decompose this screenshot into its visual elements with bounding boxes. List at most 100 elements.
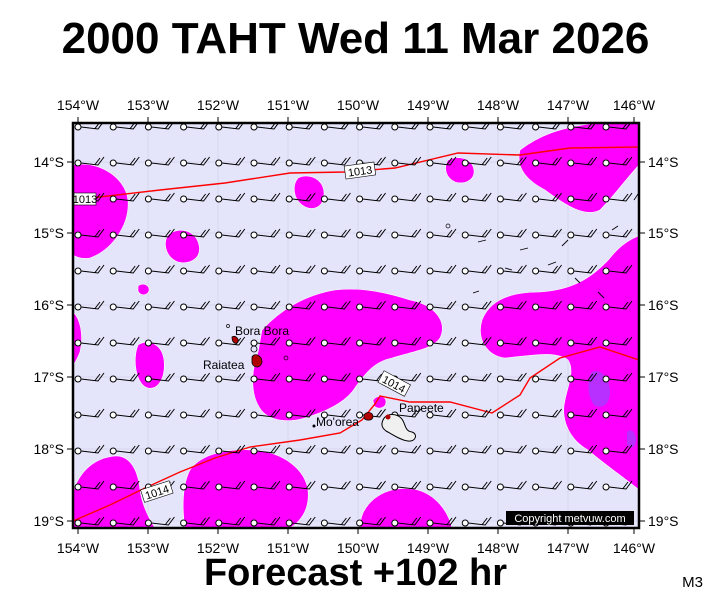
wind-barb [320,156,351,167]
wind-barb [461,372,492,383]
wind-barb [602,264,633,275]
lon-label: 146°W [613,97,656,113]
lon-label: 147°W [547,540,590,556]
place-labels: Bora Bora Raiatea Mo'orea Papeete [203,324,444,429]
papeete-marker [385,414,391,420]
wind-barb [180,372,210,383]
lon-label: 148°W [477,97,520,113]
wind-barb [567,300,598,311]
lon-label: 147°W [547,97,590,113]
wind-barb [250,480,281,491]
wind-barb [567,192,598,203]
isobar-label: 1013 [347,164,373,179]
wind-barb [320,228,351,239]
wind-barb [532,300,562,311]
wind-barb [602,444,633,455]
lon-label: 151°W [267,540,310,556]
wind-barb [461,480,492,491]
map-title: 2000 TAHT Wed 11 Mar 2026 [61,14,650,63]
wind-barb [144,444,175,455]
wind-barb [320,336,351,347]
rain-heavy-area-2 [627,430,636,448]
lat-label: 19°S [648,513,679,529]
copyright-text: Copyright metvuw.com [514,513,625,525]
forecast-label: Forecast +102 hr [203,552,508,594]
wind-barb [250,192,281,203]
wind-barb [285,444,316,455]
wind-barb [285,228,316,239]
wind-barb [144,228,175,239]
wind-barb [356,192,386,203]
wind-barb [320,300,351,311]
place-bora-bora: Bora Bora [235,324,289,338]
wind-barb [109,228,140,239]
wind-barb [109,444,140,455]
lon-label: 150°W [337,97,380,113]
lat-label: 14°S [33,154,64,170]
lon-label: 149°W [407,97,450,113]
wind-barb [320,408,351,419]
wind-barb [320,516,351,527]
wind-barb [356,336,386,347]
wind-barb [602,228,633,239]
wind-barb [496,192,527,203]
wind-barb [109,480,140,491]
wind-barb [285,516,316,527]
place-raiatea: Raiatea [203,358,245,372]
wind-barb [532,228,562,239]
wind-barb [285,192,316,203]
wind-barb [109,264,140,275]
wind-barb [567,336,598,347]
island-small-1 [283,355,289,361]
rain-area-5 [135,341,165,389]
wind-barb [426,372,457,383]
wind-barb [356,516,386,527]
wind-barb [532,444,562,455]
wind-barb [391,264,422,275]
wind-barb [180,336,210,347]
wind-barb [602,156,633,167]
place-papeete: Papeete [399,401,444,415]
wind-barb [461,516,492,527]
wind-barb [391,336,422,347]
wind-barb [215,444,246,455]
lon-label: 150°W [337,540,380,556]
wind-barb [567,264,598,275]
lon-label: 154°W [57,540,100,556]
wind-barb [215,192,246,203]
wind-barb [426,444,457,455]
copyright-box [506,511,634,525]
wind-barb [320,480,351,491]
wind-barb [602,192,633,203]
island-small-3 [445,223,451,229]
wind-barb [426,156,457,167]
lon-label: 149°W [407,540,450,556]
wind-barb [250,264,281,275]
rain-area-papeete [372,396,387,409]
wind-barb [496,228,527,239]
wind-barb [391,300,422,311]
wind-barb [532,408,562,419]
wind-barb [74,156,105,167]
lat-label: 19°S [33,513,64,529]
wind-barb [496,408,527,419]
wind-barb [109,408,140,419]
lon-label: 152°W [197,97,240,113]
lon-label: 148°W [477,540,520,556]
lat-label: 18°S [33,441,64,457]
wind-barb [250,300,281,311]
wind-barb [567,408,598,419]
wind-barb [180,228,210,239]
wind-barb [144,156,175,167]
wind-barb [285,123,315,131]
wind-barb [320,372,351,383]
wind-barb [356,300,386,311]
wind-barb [74,408,105,419]
wind-barb [461,156,492,167]
island-huahine [250,345,258,353]
rain-area-4 [137,283,150,296]
wind-barb [602,300,633,311]
lon-label: 146°W [613,540,656,556]
wind-barb [285,480,316,491]
wind-barb [356,264,386,275]
